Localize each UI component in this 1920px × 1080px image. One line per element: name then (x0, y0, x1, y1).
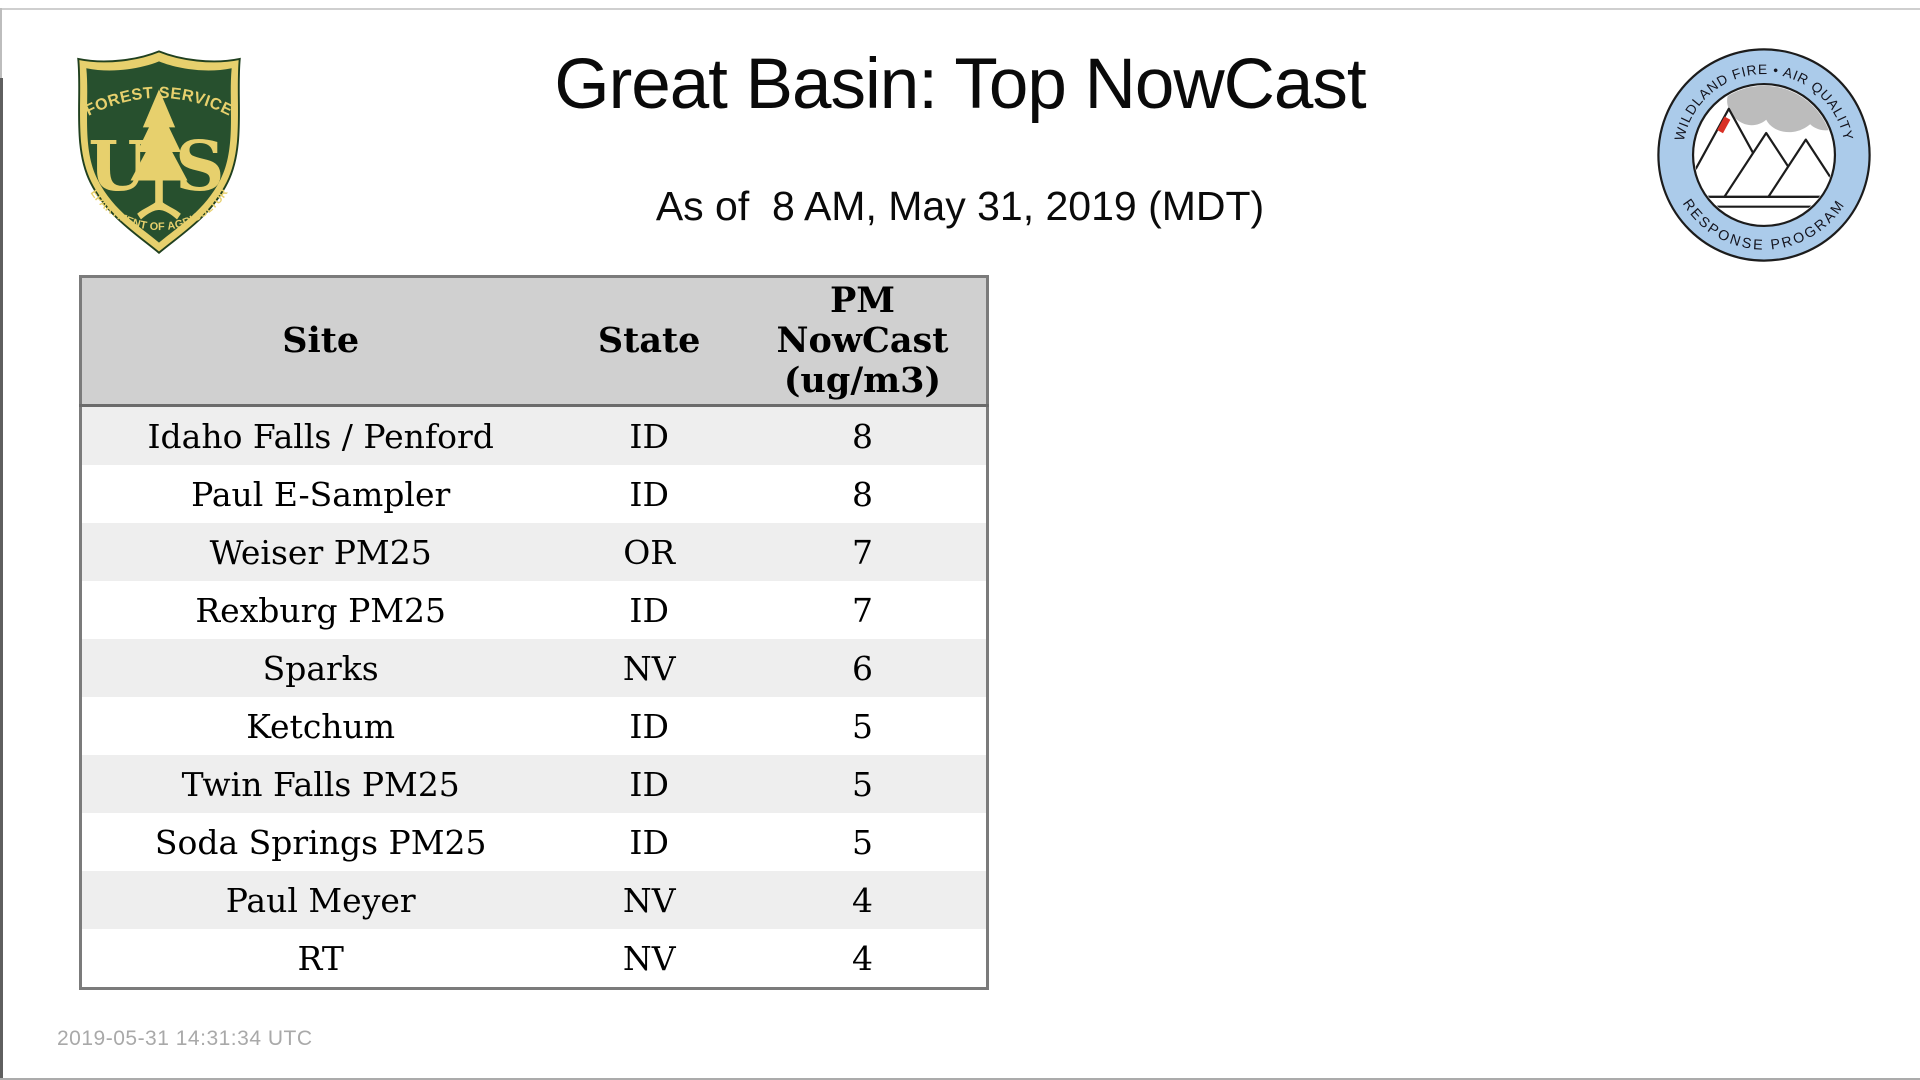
screen-edge-left-light (0, 8, 2, 78)
state-cell: ID (629, 706, 669, 746)
site-cell: Weiser PM25 (209, 532, 432, 572)
page-title: Great Basin: Top NowCast (554, 45, 1366, 124)
table-row: Paul E-Sampler ID 8 (80, 465, 988, 523)
col-header-state: State (559, 276, 739, 407)
table-row: Ketchum ID 5 (80, 697, 988, 755)
table-row: Weiser PM25 OR 7 (80, 523, 988, 581)
value-cell: 6 (851, 648, 873, 688)
table-row: Paul Meyer NV 4 (80, 871, 988, 929)
table-row: RT NV 4 (80, 929, 988, 989)
col-header-pm-nowcast: PM NowCast (ug/m3) (738, 276, 988, 407)
table-row: Idaho Falls / Penford ID 8 (80, 405, 988, 465)
state-cell: ID (629, 416, 669, 456)
value-cell: 4 (851, 938, 873, 978)
nowcast-table: Site State PM NowCast (ug/m3) Idaho Fall… (79, 275, 989, 990)
site-cell: Sparks (262, 648, 379, 688)
table-row: Twin Falls PM25 ID 5 (80, 755, 988, 813)
table-header: Site State PM NowCast (ug/m3) (80, 276, 988, 407)
site-cell: Ketchum (246, 706, 396, 746)
generated-timestamp: 2019-05-31 14:31:34 UTC (57, 1027, 313, 1050)
site-cell: Paul E-Sampler (191, 474, 451, 514)
value-cell: 8 (851, 416, 873, 456)
value-cell: 8 (851, 474, 873, 514)
value-cell: 5 (851, 822, 873, 862)
col-header-site: Site (80, 276, 560, 407)
site-cell: Rexburg PM25 (195, 590, 447, 630)
screen-edge-bottom-line (0, 1078, 1920, 1080)
screen-edge-left-dark (0, 78, 3, 1080)
table-body: Idaho Falls / Penford ID 8 Paul E-Sample… (80, 405, 988, 989)
state-cell: ID (629, 822, 669, 862)
value-cell: 7 (851, 590, 873, 630)
usfs-pine-tree-icon (130, 89, 188, 220)
screen-edge-top-line (0, 8, 1920, 10)
value-cell: 5 (851, 764, 873, 804)
usfs-letter-s: S (175, 127, 224, 207)
fire-flame-icon (1717, 116, 1731, 134)
table-row: Soda Springs PM25 ID 5 (80, 813, 988, 871)
state-cell: ID (629, 764, 669, 804)
table-header-row: Site State PM NowCast (ug/m3) (80, 276, 988, 407)
wfaqrp-mountain-scene (1694, 85, 1834, 208)
table-row: Sparks NV 6 (80, 639, 988, 697)
site-cell: RT (297, 938, 344, 978)
wfaqrp-logo: WILDLAND FIRE • AIR QUALITY RESPONSE PRO… (1657, 48, 1871, 262)
state-cell: ID (629, 474, 669, 514)
state-cell: NV (622, 648, 676, 688)
value-cell: 7 (851, 532, 873, 572)
site-cell: Idaho Falls / Penford (147, 416, 494, 456)
value-cell: 4 (851, 880, 873, 920)
state-cell: OR (623, 532, 676, 572)
value-cell: 5 (851, 706, 873, 746)
page-subtitle: As of 8 AM, May 31, 2019 (MDT) (655, 183, 1265, 229)
site-cell: Twin Falls PM25 (181, 764, 460, 804)
state-cell: NV (622, 880, 676, 920)
state-cell: ID (629, 590, 669, 630)
table-row: Rexburg PM25 ID 7 (80, 581, 988, 639)
site-cell: Soda Springs PM25 (154, 822, 487, 862)
usfs-logo: FOREST SERVICE U S DEPARTMENT OF AGRICUL… (64, 46, 241, 254)
state-cell: NV (622, 938, 676, 978)
site-cell: Paul Meyer (225, 880, 416, 920)
